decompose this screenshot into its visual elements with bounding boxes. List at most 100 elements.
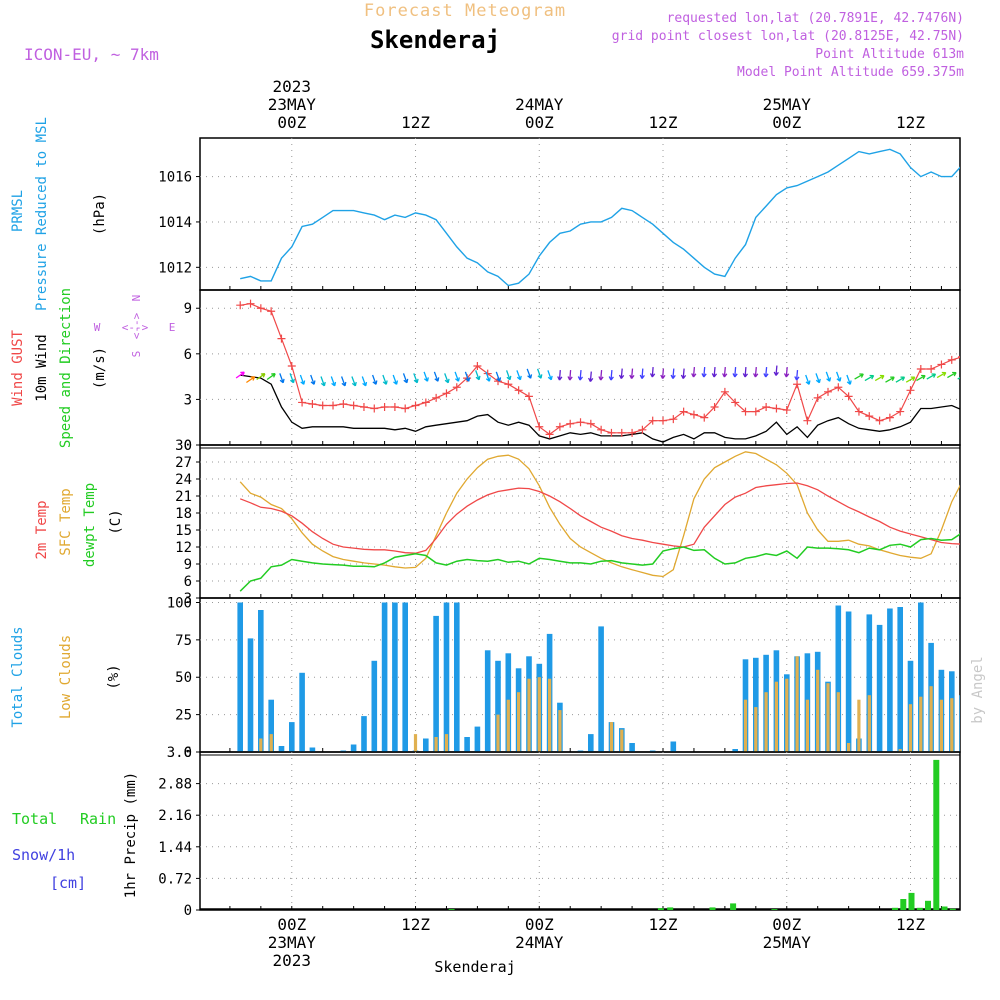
y-tick-label: 50 [175,670,192,686]
model-altitude: Model Point Altitude 659.375m [737,65,964,80]
gust-marker [854,407,863,416]
gust-marker [421,398,430,407]
wind-direction-arrow [742,367,749,378]
low-clouds-bar [774,681,778,752]
y-tick-label: 15 [175,523,192,539]
dewpt-label: dewpt Temp [82,483,98,567]
total-clouds-bar [381,602,388,752]
y-tick-label: 18 [175,506,192,522]
total-clouds-bar [402,602,408,752]
low-clouds-bar [537,677,541,752]
total-clouds-bar [454,602,460,752]
gust-marker [906,386,915,395]
y-tick-label: 1012 [158,260,192,276]
wind-direction-arrow [722,367,728,378]
product-title: Forecast Meteogram [364,1,566,21]
low-clouds-bar [785,678,789,752]
low-clouds-bar [620,729,624,752]
panel-precip: 0 0.72 1.44 2.16 2.88 3.6 [158,745,961,919]
y-tick-label: 27 [175,455,192,471]
gust-marker [834,383,843,392]
y-tick-label: 25 [175,708,192,724]
gust-marker [772,404,781,413]
y-tick-label: 24 [175,472,192,488]
wind-direction-arrow [916,374,926,382]
gust-marker [741,407,750,416]
total-clouds-bar [835,605,842,752]
wind-direction-arrow [753,367,759,378]
wind-direction-arrow [649,367,656,378]
wind-direction-arrow [885,376,895,383]
time-label-top: 12Z [401,113,430,132]
low-clouds-bar [919,696,923,752]
rain-bar [730,903,737,910]
time-label-bottom: 25MAY [763,933,812,952]
y-tick-label: 0 [184,438,192,454]
gridpoint-coords: grid point closest lon,lat (20.8125E, 42… [612,29,964,44]
wind-direction-arrow [340,376,347,387]
gust-marker [432,393,441,402]
low-clouds-bar [517,692,521,752]
wind-direction-arrow [413,373,419,384]
gust-marker [390,403,399,412]
gust-marker [277,334,286,343]
legend-rain: Rain [80,810,116,828]
total-clouds-bar [732,749,738,752]
gust-marker [504,380,513,389]
total-clouds-bar [464,737,470,752]
wind-direction-arrow [691,367,697,378]
compass-w: W [94,321,101,334]
wind-direction-arrow [608,370,614,381]
total-clouds-bar [753,657,759,752]
compass-s: S [130,351,143,358]
total-clouds-bar [866,614,873,752]
wind-direction-arrow [711,367,718,378]
wind-direction-arrow [289,373,295,384]
wind-direction-arrow [763,367,769,378]
total-clouds-bar [278,746,285,752]
wind-direction-arrow [874,374,885,382]
wind-direction-arrow [266,373,276,381]
wind-direction-arrow [495,371,502,382]
time-label-bottom: 12Z [896,915,925,934]
total-clouds-bar [443,602,450,752]
low-clouds-bar [609,722,614,752]
series-sfc-temp-line [239,451,960,578]
low-clouds-bar [764,692,768,752]
low-clouds-bar [558,710,562,752]
gust-marker [370,404,379,413]
wind-direction-arrow [256,373,266,381]
gust-marker [731,398,740,407]
total-clouds-bar [897,607,903,752]
y-tick-label: 0.72 [158,871,192,887]
wind-direction-arrow [854,373,864,380]
wind-direction-arrow [905,376,916,383]
y-tick-label: 75 [175,633,192,649]
low-clouds-bar [805,699,809,752]
gust-marker [720,387,729,396]
low-clouds-bar [908,704,913,752]
series-2m-temp-line [239,482,960,554]
wind-direction-arrow [773,365,779,376]
gust-marker [576,418,585,427]
wind-direction-arrow [516,370,522,381]
gust-marker [947,355,956,364]
rain-bar [949,908,956,910]
time-label-top: 12Z [896,113,925,132]
wind-direction-arrow [732,367,738,378]
wind-direction-arrow [310,374,316,385]
compass-ew-arrow: <--> [122,321,149,334]
gust-marker [679,407,688,416]
wind-direction-arrow [588,371,594,382]
low-clouds-bar [939,699,943,752]
wind-direction-arrow [794,370,800,381]
total-clouds-bar [247,638,254,752]
total-clouds-bar [876,624,883,752]
low-clouds-bar [950,698,954,752]
gust-marker [762,403,771,412]
gust-marker [669,415,678,424]
gust-marker [298,398,307,407]
panel-frame [199,751,961,911]
y-tick-label: 3 [184,591,192,607]
